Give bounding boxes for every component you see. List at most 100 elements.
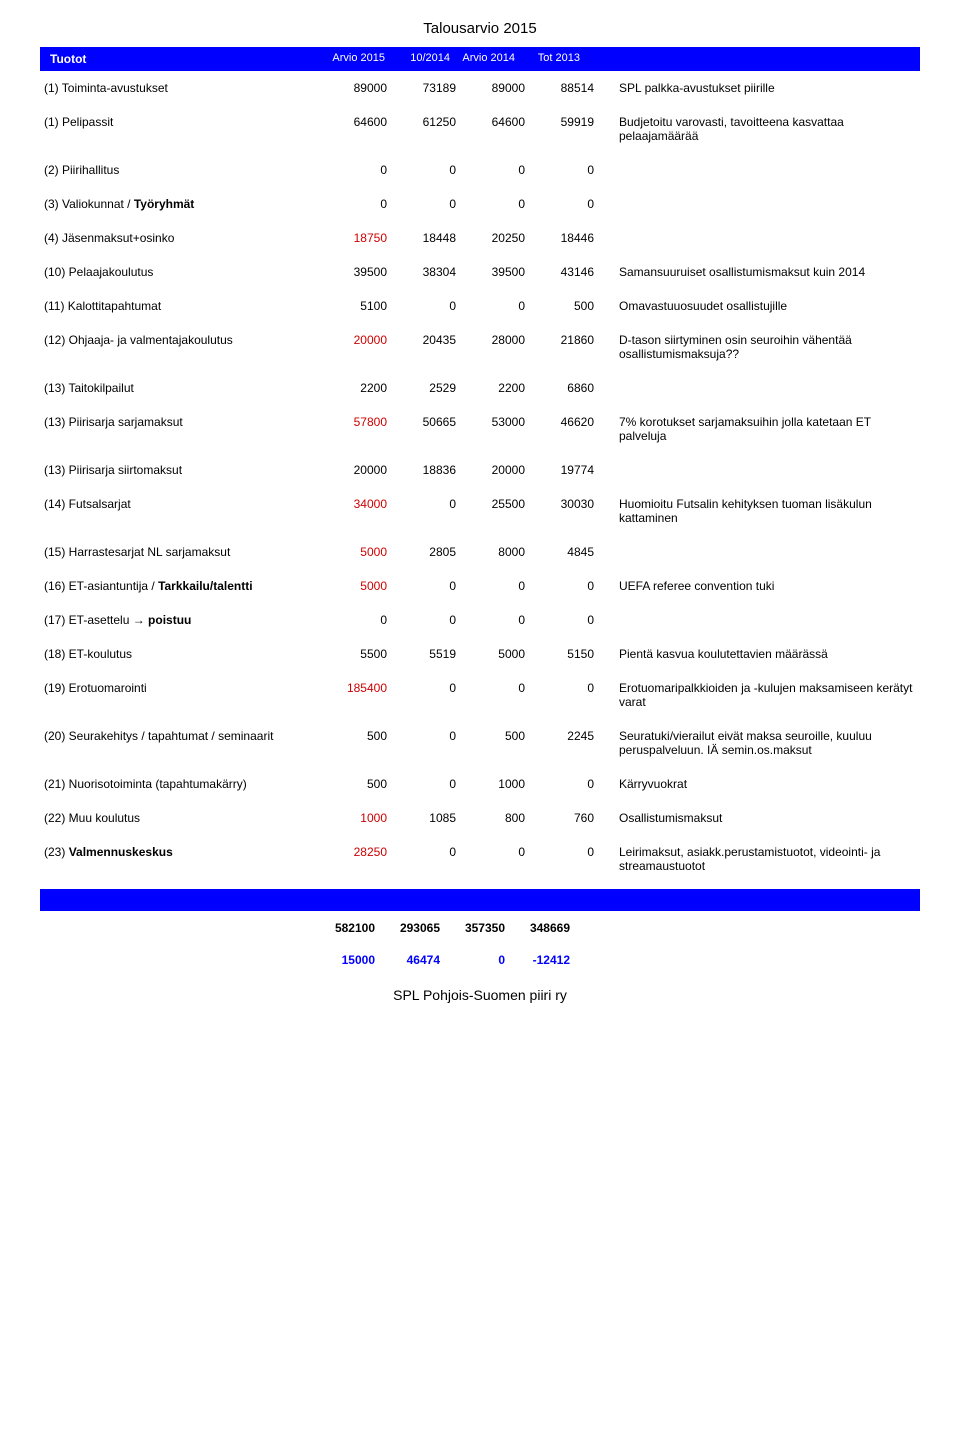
row-value: 25500 [466,487,535,535]
row-note [604,603,920,637]
total-3: 348669 [515,921,580,935]
row-label: (13) Piirisarja sarjamaksut [40,405,328,453]
table-row: (2) Piirihallitus0000 [40,153,920,187]
row-label: (2) Piirihallitus [40,153,328,187]
diff-0: 15000 [320,953,385,967]
row-value: 760 [535,801,604,835]
row-value: 5500 [328,637,397,671]
row-value: 18836 [397,453,466,487]
row-note: Osallistumismaksut [604,801,920,835]
row-value: 64600 [328,105,397,153]
row-label: (18) ET-koulutus [40,637,328,671]
totals-row-2: 15000 46474 0 -12412 [40,935,920,967]
row-value: 0 [397,487,466,535]
row-note: D-tason siirtyminen osin seuroihin vähen… [604,323,920,371]
row-note: Kärryvuokrat [604,767,920,801]
table-row: (13) Piirisarja sarjamaksut5780050665530… [40,405,920,453]
row-label: (23) Valmennuskeskus [40,835,328,883]
row-value: 73189 [397,71,466,105]
row-value: 6860 [535,371,604,405]
col-1: 10/2014 [395,52,460,66]
row-value: 46620 [535,405,604,453]
row-value: 39500 [328,255,397,289]
row-label: (13) Piirisarja siirtomaksut [40,453,328,487]
row-value: 57800 [328,405,397,453]
row-note: Samansuuruiset osallistumismaksut kuin 2… [604,255,920,289]
diff-3: -12412 [515,953,580,967]
row-label: (20) Seurakehitys / tapahtumat / seminaa… [40,719,328,767]
budget-table: (1) Toiminta-avustukset89000731898900088… [40,71,920,883]
row-value: 28250 [328,835,397,883]
totals-row-1: 582100 293065 357350 348669 [40,911,920,935]
row-label: (10) Pelaajakoulutus [40,255,328,289]
row-label: (15) Harrastesarjat NL sarjamaksut [40,535,328,569]
row-note: UEFA referee convention tuki [604,569,920,603]
row-label: (4) Jäsenmaksut+osinko [40,221,328,255]
table-row: (1) Pelipassit64600612506460059919Budjet… [40,105,920,153]
row-label: (12) Ohjaaja- ja valmentajakoulutus [40,323,328,371]
col-0: Arvio 2015 [330,52,395,66]
row-value: 0 [397,671,466,719]
row-note [604,535,920,569]
row-label: (14) Futsalsarjat [40,487,328,535]
table-row: (4) Jäsenmaksut+osinko187501844820250184… [40,221,920,255]
row-value: 500 [466,719,535,767]
row-value: 0 [466,835,535,883]
table-row: (18) ET-koulutus5500551950005150Pientä k… [40,637,920,671]
row-value: 0 [535,603,604,637]
row-value: 2200 [466,371,535,405]
row-value: 1085 [397,801,466,835]
row-value: 0 [535,569,604,603]
row-value: 39500 [466,255,535,289]
row-value: 5150 [535,637,604,671]
diff-1: 46474 [385,953,450,967]
row-value: 0 [535,153,604,187]
col-3: Tot 2013 [525,52,590,66]
row-label: (1) Pelipassit [40,105,328,153]
table-row: (23) Valmennuskeskus28250000Leirimaksut,… [40,835,920,883]
row-label: (22) Muu koulutus [40,801,328,835]
total-1: 293065 [385,921,450,935]
row-note: Erotuomaripalkkioiden ja -kulujen maksam… [604,671,920,719]
row-value: 5100 [328,289,397,323]
row-value: 30030 [535,487,604,535]
row-note [604,371,920,405]
row-value: 61250 [397,105,466,153]
row-value: 2200 [328,371,397,405]
table-row: (21) Nuorisotoiminta (tapahtumakärry)500… [40,767,920,801]
header-band: Tuotot Arvio 2015 10/2014 Arvio 2014 Tot… [40,47,920,71]
row-value: 0 [328,153,397,187]
row-note: Seuratuki/vierailut eivät maksa seuroill… [604,719,920,767]
row-note [604,153,920,187]
row-value: 500 [328,719,397,767]
row-value: 88514 [535,71,604,105]
row-value: 8000 [466,535,535,569]
row-value: 2805 [397,535,466,569]
diff-2: 0 [450,953,515,967]
row-note [604,221,920,255]
col-2: Arvio 2014 [460,52,525,66]
table-row: (15) Harrastesarjat NL sarjamaksut500028… [40,535,920,569]
row-value: 500 [328,767,397,801]
total-0: 582100 [320,921,385,935]
row-value: 43146 [535,255,604,289]
row-value: 21860 [535,323,604,371]
row-value: 0 [535,835,604,883]
table-row: (20) Seurakehitys / tapahtumat / seminaa… [40,719,920,767]
table-row: (14) Futsalsarjat3400002550030030Huomioi… [40,487,920,535]
row-note: Huomioitu Futsalin kehityksen tuoman lis… [604,487,920,535]
row-value: 0 [466,603,535,637]
row-value: 5000 [328,569,397,603]
table-row: (3) Valiokunnat / Työryhmät0000 [40,187,920,221]
row-note: Pientä kasvua koulutettavien määrässä [604,637,920,671]
row-value: 0 [328,603,397,637]
row-value: 2245 [535,719,604,767]
row-value: 50665 [397,405,466,453]
row-value: 1000 [466,767,535,801]
table-row: (11) Kalottitapahtumat510000500Omavastuu… [40,289,920,323]
row-value: 34000 [328,487,397,535]
row-value: 0 [397,569,466,603]
table-row: (13) Taitokilpailut2200252922006860 [40,371,920,405]
row-label: (16) ET-asiantuntija / Tarkkailu/talentt… [40,569,328,603]
row-label: (13) Taitokilpailut [40,371,328,405]
